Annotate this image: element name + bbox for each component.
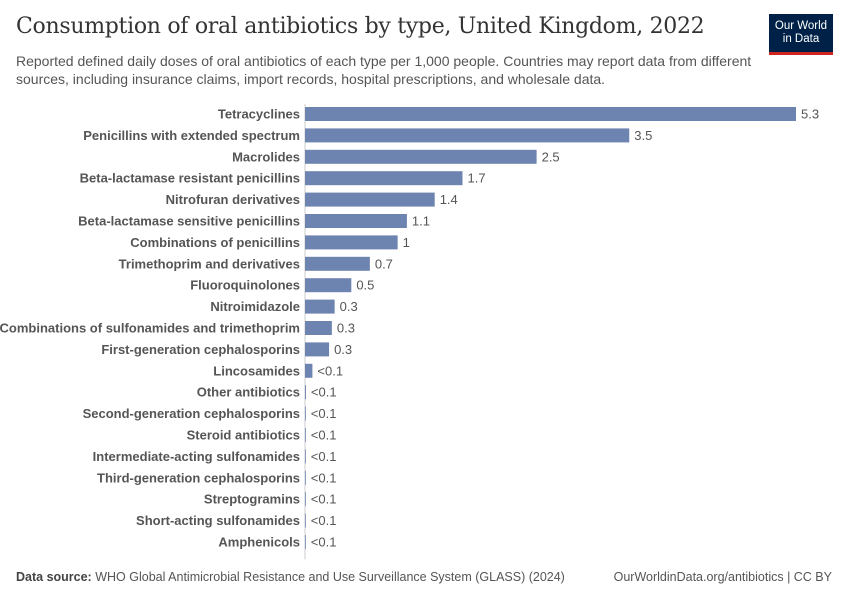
data-label: 0.3 bbox=[334, 342, 352, 357]
category-label: Fluoroquinolones bbox=[190, 278, 300, 293]
bar[interactable] bbox=[305, 214, 407, 228]
data-label: <0.1 bbox=[311, 428, 337, 443]
data-label: <0.1 bbox=[311, 406, 337, 421]
data-label: 1.7 bbox=[467, 171, 485, 186]
bar[interactable] bbox=[305, 385, 306, 400]
data-label: 1 bbox=[403, 235, 410, 250]
category-label: Streptogramins bbox=[204, 492, 300, 507]
chart-subtitle: Reported defined daily doses of oral ant… bbox=[16, 53, 752, 87]
bar[interactable] bbox=[305, 492, 306, 507]
category-label: Nitrofuran derivatives bbox=[166, 192, 300, 207]
data-label: <0.1 bbox=[311, 513, 337, 528]
category-label: Amphenicols bbox=[218, 535, 300, 550]
bar[interactable] bbox=[305, 428, 306, 442]
data-label: 2.5 bbox=[542, 149, 560, 164]
chart-title: Consumption of oral antibiotics by type,… bbox=[16, 14, 705, 39]
bar[interactable] bbox=[305, 278, 352, 293]
category-label: Beta-lactamase resistant penicillins bbox=[80, 171, 300, 186]
bar[interactable] bbox=[305, 192, 435, 207]
bar[interactable] bbox=[305, 363, 313, 378]
category-label: Beta-lactamase sensitive penicillins bbox=[78, 214, 300, 229]
category-label: Tetracyclines bbox=[218, 107, 300, 122]
bar[interactable] bbox=[305, 128, 630, 143]
bar[interactable] bbox=[305, 299, 335, 314]
category-label: Second-generation cephalosporins bbox=[83, 406, 300, 421]
category-label: Penicillins with extended spectrum bbox=[83, 128, 300, 143]
data-label: 0.7 bbox=[375, 256, 393, 271]
bar[interactable] bbox=[305, 342, 330, 357]
category-label: First-generation cephalosporins bbox=[101, 342, 300, 357]
bar[interactable] bbox=[305, 171, 463, 186]
data-label: <0.1 bbox=[311, 385, 337, 400]
source-text[interactable]: WHO Global Antimicrobial Resistance and … bbox=[95, 570, 565, 584]
category-label: Steroid antibiotics bbox=[187, 428, 300, 443]
data-label: 0.5 bbox=[356, 278, 374, 293]
category-label: Intermediate-acting sulfonamides bbox=[93, 449, 300, 464]
owid-logo[interactable]: Our World in Data bbox=[769, 14, 833, 55]
data-label: <0.1 bbox=[311, 470, 337, 485]
bar[interactable] bbox=[305, 513, 306, 528]
bar[interactable] bbox=[305, 449, 306, 464]
data-label: 1.1 bbox=[412, 214, 430, 229]
data-label: <0.1 bbox=[311, 535, 337, 550]
category-label: Macrolides bbox=[232, 149, 300, 164]
data-label: 0.3 bbox=[340, 299, 358, 314]
data-label: <0.1 bbox=[311, 449, 337, 464]
data-label: <0.1 bbox=[317, 363, 343, 378]
data-source: Data source: WHO Global Antimicrobial Re… bbox=[16, 570, 565, 584]
category-label: Short-acting sulfonamides bbox=[136, 513, 300, 528]
category-label: Other antibiotics bbox=[197, 385, 300, 400]
category-label: Lincosamides bbox=[213, 363, 300, 378]
data-label: 5.3 bbox=[801, 107, 819, 122]
category-label: Trimethoprim and derivatives bbox=[119, 256, 300, 271]
source-label: Data source: bbox=[16, 570, 92, 584]
data-label: 3.5 bbox=[634, 128, 652, 143]
bar[interactable] bbox=[305, 470, 306, 485]
category-label: Nitroimidazole bbox=[210, 299, 300, 314]
bar[interactable] bbox=[305, 235, 398, 250]
category-label: Combinations of penicillins bbox=[130, 235, 300, 250]
bar[interactable] bbox=[305, 149, 537, 164]
data-label: 0.3 bbox=[337, 321, 355, 336]
data-label: 1.4 bbox=[440, 192, 458, 207]
bar[interactable] bbox=[305, 107, 796, 121]
bar[interactable] bbox=[305, 256, 370, 271]
data-label: <0.1 bbox=[311, 492, 337, 507]
source-url[interactable]: OurWorldinData.org/antibiotics | CC BY bbox=[613, 570, 832, 584]
bar[interactable] bbox=[305, 321, 332, 335]
bar[interactable] bbox=[305, 406, 306, 421]
category-label: Combinations of sulfonamides and trimeth… bbox=[0, 321, 300, 336]
category-label: Third-generation cephalosporins bbox=[97, 470, 300, 485]
bar[interactable] bbox=[305, 535, 306, 549]
bar-chart: Tetracyclines 5.3 Penicillins with extende… bbox=[0, 104, 819, 560]
